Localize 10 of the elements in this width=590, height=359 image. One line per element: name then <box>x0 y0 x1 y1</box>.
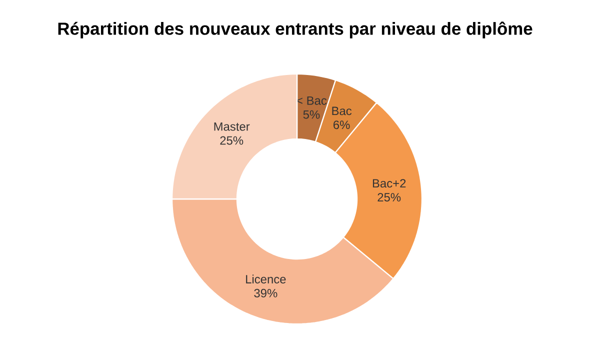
slice-label: Bac <box>332 106 352 116</box>
slice-label: Master <box>214 122 250 131</box>
data-label: 25% <box>378 193 401 202</box>
slice-label: Bac+2 <box>372 179 406 188</box>
data-label: 39% <box>254 288 278 298</box>
slice-label: Licence <box>246 274 286 284</box>
chart-title: Répartition des nouveaux entrants par niveau de diplôme <box>58 22 532 38</box>
data-label: 25% <box>220 136 244 145</box>
data-label: 5% <box>303 110 320 119</box>
data-label: 6% <box>334 120 350 130</box>
